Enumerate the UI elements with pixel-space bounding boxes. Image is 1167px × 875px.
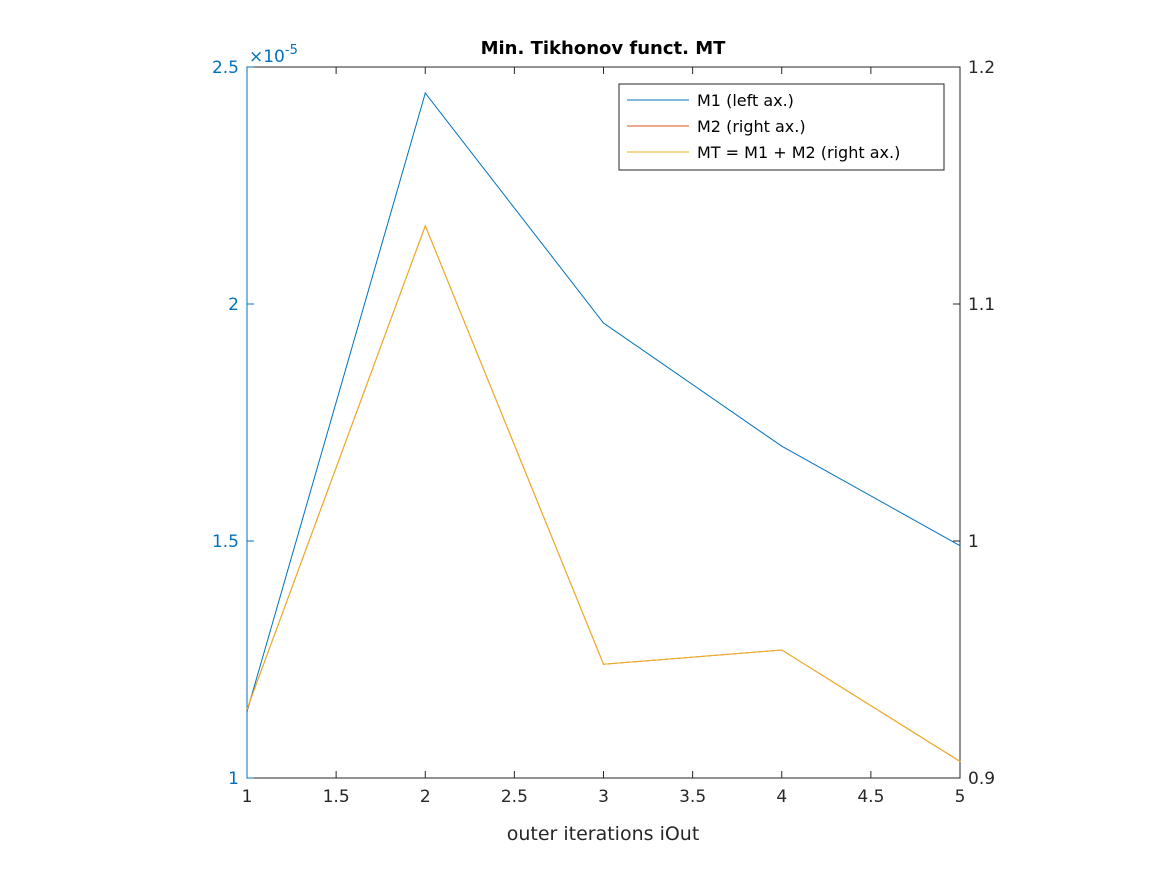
series-lines (246, 92, 961, 763)
left-tick-label: 2.5 (212, 58, 239, 78)
right-y-axis: 0.9 1 1.1 1.2 (953, 58, 995, 789)
series-1-point (246, 711, 248, 713)
right-tick-label: 1.2 (968, 58, 995, 78)
x-axis-label: outer iterations iOut (507, 823, 700, 845)
series-1-point (959, 545, 961, 547)
series-1-point (781, 445, 783, 447)
plot-area (246, 66, 961, 779)
series-3-point (602, 663, 605, 665)
series-1-point (602, 322, 605, 324)
x-tick-label: 2 (420, 787, 431, 807)
series-3-point (424, 225, 426, 227)
x-tick-label: 4 (776, 787, 787, 807)
x-axis: 1 1.5 2 2.5 3 3.5 4 4.5 5 (242, 67, 966, 807)
x-tick-label: 1 (242, 787, 253, 807)
exponent-power: -5 (285, 43, 298, 58)
left-y-axis: 1 1.5 2 2.5 (212, 58, 254, 789)
series-3-point (959, 760, 961, 763)
x-tick-label: 2.5 (501, 787, 528, 807)
x-tick-label: 3.5 (679, 787, 706, 807)
exponent-base: ×10 (249, 47, 285, 67)
x-tick-label: 4.5 (857, 787, 884, 807)
left-tick-label: 1.5 (212, 532, 239, 552)
legend: M1 (left ax.) M2 (right ax.) MT = M1 + M2 … (618, 83, 945, 171)
legend-label: MT = M1 + M2 (right ax.) (697, 143, 900, 162)
series-1-point (424, 92, 426, 94)
legend-box (618, 83, 945, 171)
right-tick-label: 0.9 (968, 769, 995, 789)
right-tick-label: 1 (968, 532, 979, 552)
series-3-point (246, 708, 248, 710)
x-tick-label: 1.5 (323, 787, 350, 807)
legend-label: M1 (left ax.) (697, 91, 794, 110)
right-tick-label: 1.1 (968, 295, 995, 315)
left-tick-label: 2 (228, 295, 239, 315)
left-tick-label: 1 (228, 769, 239, 789)
series-3-point (781, 649, 783, 651)
x-tick-label: 3 (598, 787, 609, 807)
x-tick-label: 5 (955, 787, 966, 807)
chart-title: Min. Tikhonov funct. MT (481, 38, 727, 59)
legend-label: M2 (right ax.) (697, 117, 806, 136)
left-axis-exponent: ×10-5 (249, 43, 298, 67)
